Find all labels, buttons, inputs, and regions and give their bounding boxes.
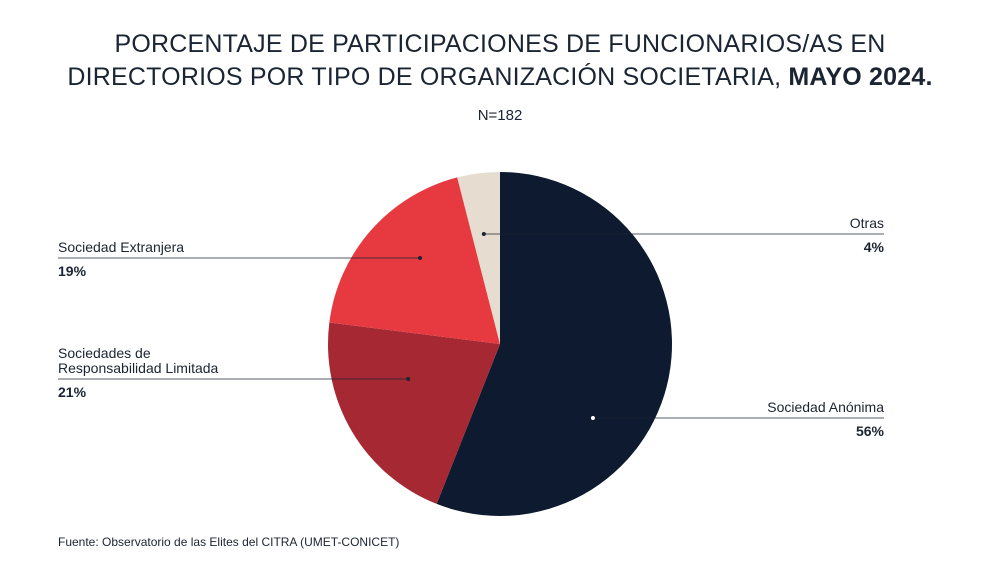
pie-slice-sociedad-extranjera [329,177,500,344]
callout-dot-sociedad-extranjera [418,256,423,260]
chart-title-line2-bold: MAYO 2024. [788,63,933,91]
callout-dot-sociedades-de-responsabilidad-limitada [406,377,411,381]
slice-value-otras: 4% [864,239,885,255]
callout-dot-sociedad-anonima [590,416,595,420]
pie-slice-sociedad-anonima [436,172,672,516]
slice-label-sociedades-de-responsabilidad-limitada: Sociedades de Responsabilidad Limitada [58,345,219,376]
slice-label-sociedad-anonima: Sociedad Anónima [767,399,884,415]
chart-title-line2: DIRECTORIOS POR TIPO DE ORGANIZACIÓN SOC… [0,61,1000,94]
source-note: Fuente: Observatorio de las Elites del C… [58,535,400,549]
slice-label-otras: Otras [850,215,884,231]
chart-title: PORCENTAJE DE PARTICIPACIONES DE FUNCION… [0,28,1000,94]
slice-value-sociedades-de-responsabilidad-limitada: 21% [58,384,87,400]
pie-slice-otras [457,172,500,344]
chart-title-line2-regular: DIRECTORIOS POR TIPO DE ORGANIZACIÓN SOC… [67,63,789,91]
slice-value-sociedad-anonima: 56% [856,423,885,439]
pie-slice-sociedades-de-responsabilidad-limitada [328,322,500,504]
chart-subtitle: N=182 [477,107,523,124]
pie-slices [328,172,672,516]
callout-dot-otras [481,232,486,236]
slice-value-sociedad-extranjera: 19% [58,263,87,279]
pie-callouts: Sociedad Anónima 56% Sociedades de Responsa… [58,215,885,439]
chart-title-line1: PORCENTAJE DE PARTICIPACIONES DE FUNCION… [114,30,886,58]
slice-label-sociedad-extranjera: Sociedad Extranjera [58,239,184,255]
